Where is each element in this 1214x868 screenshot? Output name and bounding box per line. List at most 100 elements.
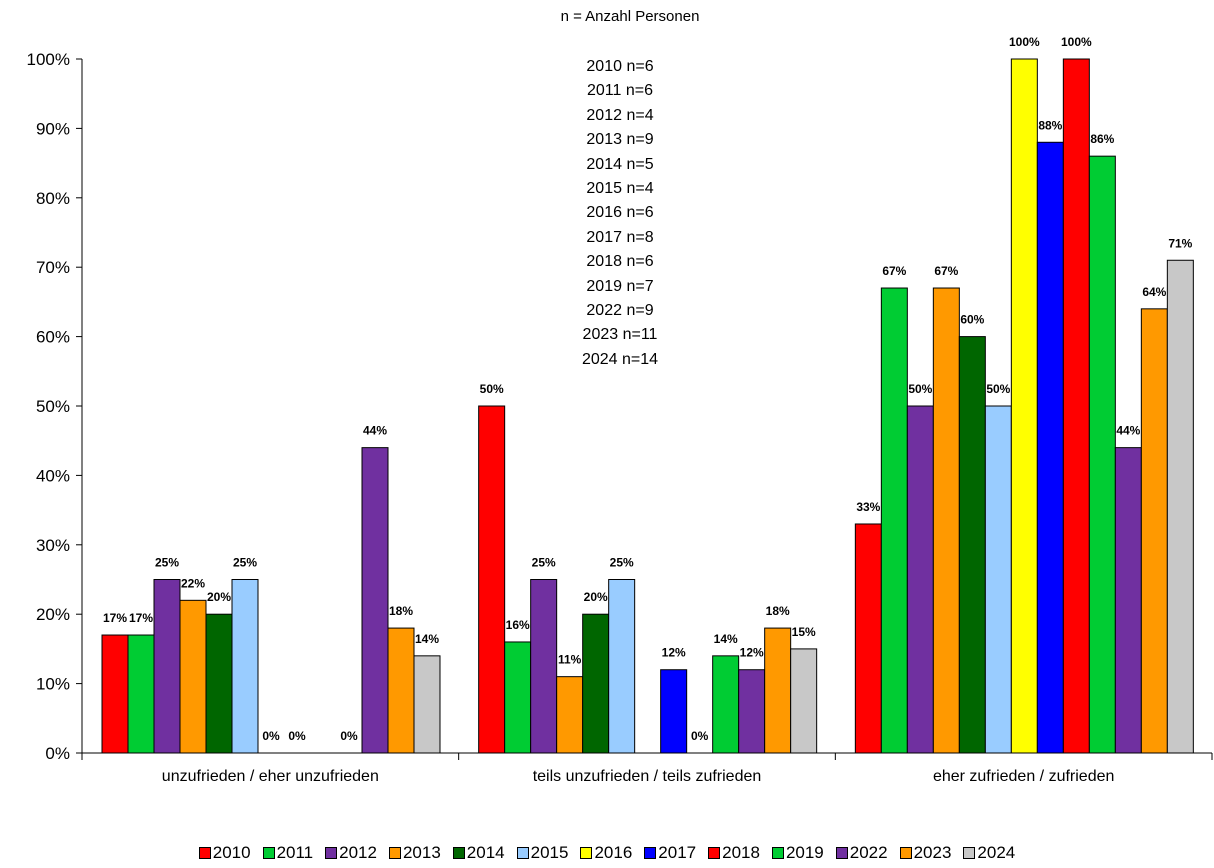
bar: [1166, 259, 1194, 754]
bar: [1114, 447, 1142, 754]
data-label: 100%: [1061, 35, 1092, 49]
legend-item[interactable]: 2018: [708, 843, 760, 863]
legend-label: 2011: [276, 843, 314, 862]
legend-swatch: [198, 847, 211, 859]
data-label: 16%: [506, 618, 530, 632]
legend-label: 2016: [594, 843, 633, 862]
data-label: 67%: [882, 264, 906, 278]
legend-item[interactable]: 2023: [899, 843, 952, 863]
legend-item[interactable]: 2024: [963, 843, 1015, 863]
legend-label: 2014: [466, 843, 505, 862]
bar: [738, 669, 766, 754]
data-label: 60%: [960, 313, 984, 327]
sample-size-line: 2010 n=6: [586, 58, 654, 75]
bar: [764, 627, 792, 754]
bar: [854, 523, 882, 754]
legend-swatch: [835, 847, 848, 859]
bar: [205, 613, 233, 754]
bar: [387, 627, 415, 754]
bar: [712, 655, 740, 754]
data-label: 50%: [986, 382, 1010, 396]
x-category-label: eher zufrieden / zufrieden: [933, 768, 1114, 785]
bar: [413, 655, 441, 754]
sample-size-info: 2010 n=6 2011 n=6 2012 n=4 2013 n=9 2014…: [545, 55, 695, 372]
bar: [478, 405, 506, 754]
legend-item[interactable]: 2014: [452, 843, 505, 863]
data-label: 18%: [766, 604, 790, 618]
y-tick-label: 70%: [36, 258, 70, 277]
legend-label: 2019: [785, 843, 824, 862]
sample-size-line: 2018 n=6: [586, 253, 654, 271]
legend-swatch: [771, 847, 784, 859]
sample-size-line: 2015 n=4: [586, 180, 654, 198]
data-label: 0%: [340, 729, 358, 743]
data-label: 44%: [1116, 424, 1140, 438]
bar: [361, 447, 389, 754]
legend-label: 2024: [977, 843, 1016, 862]
legend-swatch: [516, 847, 529, 859]
bar: [790, 648, 818, 754]
legend-swatch: [388, 847, 401, 859]
legend-label: 2012: [339, 843, 377, 862]
data-label: 0%: [691, 729, 709, 743]
bar: [1140, 308, 1168, 754]
legend-swatch: [452, 847, 465, 859]
chart-legend: 2010 2011 2012 2013 2014 2015 2016 2017 …: [0, 843, 1214, 863]
sample-size-line: 2019 n=7: [586, 277, 654, 295]
bar: [660, 669, 688, 754]
sample-size-line: 2022 n=9: [586, 302, 654, 320]
data-label: 88%: [1038, 118, 1062, 132]
data-label: 25%: [532, 556, 556, 570]
bar: [1062, 58, 1090, 754]
legend-swatch: [580, 847, 593, 859]
bar: [556, 676, 584, 754]
data-label: 25%: [155, 556, 179, 570]
y-tick-label: 40%: [36, 466, 70, 485]
legend-item[interactable]: 2016: [580, 843, 632, 863]
bar: [101, 634, 129, 754]
legend-label: 2022: [849, 843, 888, 862]
y-tick-label: 60%: [36, 328, 70, 347]
legend-label: 2013: [402, 843, 441, 862]
bar: [231, 579, 259, 754]
sample-size-line: 2011 n=6: [587, 82, 653, 100]
legend-item[interactable]: 2015: [516, 843, 569, 863]
bar: [958, 336, 986, 754]
sample-size-line: 2016 n=6: [586, 204, 654, 222]
legend-swatch: [899, 847, 912, 859]
y-tick-label: 90%: [36, 119, 70, 138]
data-label: 15%: [792, 625, 816, 639]
bar: [1088, 155, 1116, 754]
legend-item[interactable]: 2022: [835, 843, 888, 863]
legend-label: 2017: [658, 843, 697, 862]
legend-item[interactable]: 2019: [771, 843, 824, 863]
y-tick-label: 0%: [45, 744, 70, 763]
y-tick-label: 20%: [36, 605, 70, 624]
legend-item[interactable]: 2010: [198, 843, 251, 863]
bar: [880, 287, 908, 754]
legend-item[interactable]: 2017: [644, 843, 696, 863]
data-label: 17%: [129, 611, 153, 625]
legend-item[interactable]: 2012: [325, 843, 377, 863]
legend-label: 2015: [530, 843, 569, 862]
bar: [1036, 141, 1064, 754]
bar: [179, 599, 207, 754]
y-tick-label: 10%: [36, 675, 70, 694]
data-label: 33%: [856, 500, 880, 514]
bar: [153, 579, 181, 754]
chart-subtitle: n = Anzahl Personen: [560, 8, 700, 25]
legend-swatch: [325, 847, 338, 859]
sample-size-line: 2012 n=4: [586, 106, 654, 124]
bar: [127, 634, 155, 754]
legend-swatch: [708, 847, 721, 859]
data-label: 100%: [1009, 35, 1040, 49]
x-category-label: unzufrieden / eher unzufrieden: [162, 768, 379, 785]
legend-label: 2018: [722, 843, 760, 862]
legend-label: 2023: [913, 843, 952, 862]
legend-item[interactable]: 2013: [388, 843, 441, 863]
data-label: 64%: [1142, 285, 1166, 299]
bar: [932, 287, 960, 754]
data-label: 50%: [480, 382, 504, 396]
legend-item[interactable]: 2011: [262, 843, 314, 863]
